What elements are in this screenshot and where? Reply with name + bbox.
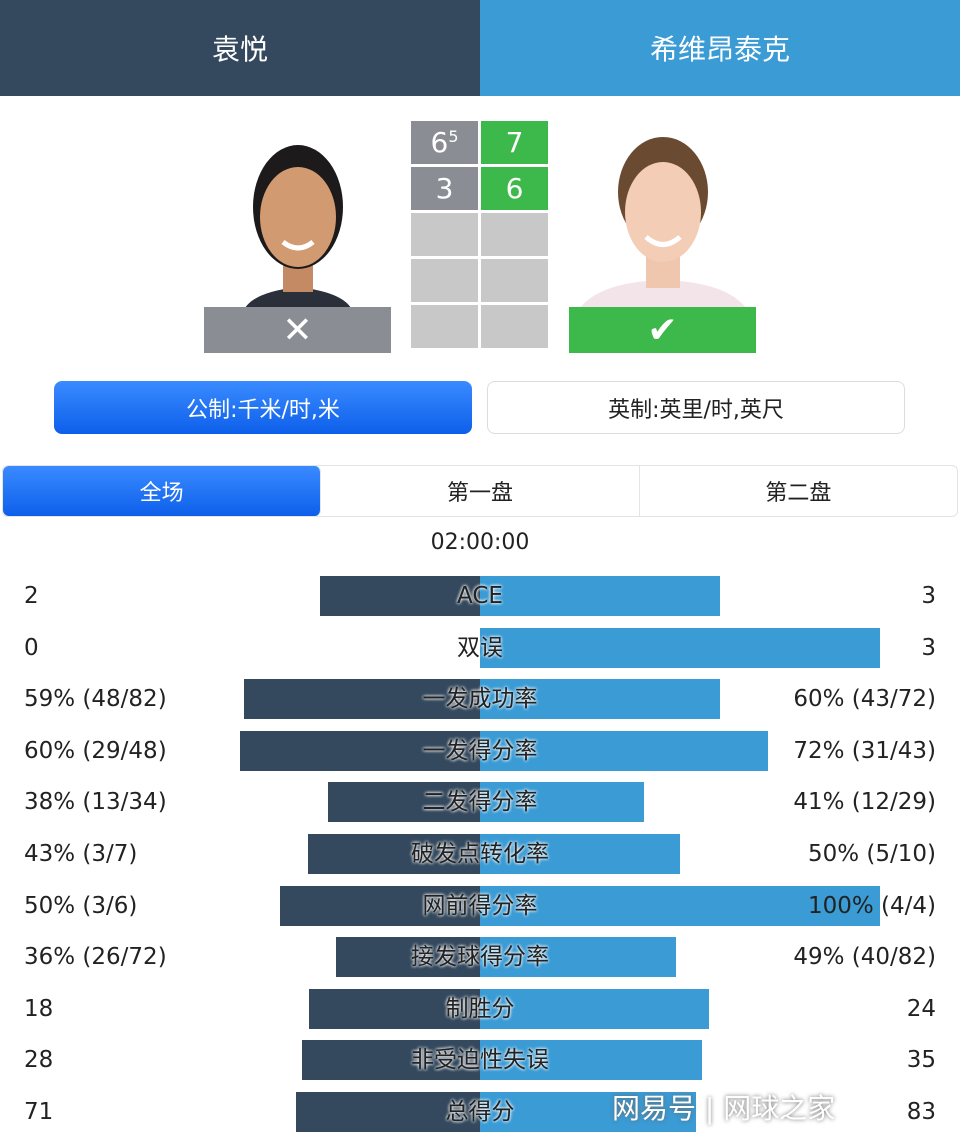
right-bar xyxy=(480,627,880,668)
stat-label: 一发成功率 xyxy=(422,686,538,713)
stat-row: 双误 0 3 xyxy=(0,624,960,675)
right-value: 41% (12/29) xyxy=(793,789,936,816)
right-value: 50% (5/10) xyxy=(807,841,936,867)
stat-row: 总得分 71 83 xyxy=(0,1088,960,1139)
empty-set-cell xyxy=(481,305,548,348)
stat-label: 双误 xyxy=(457,634,503,661)
stat-row: 制胜分 18 24 xyxy=(0,985,960,1036)
right-bar xyxy=(480,1040,703,1081)
set-2-right-score: 6 xyxy=(481,167,548,210)
empty-set-cell xyxy=(411,259,478,302)
stat-label: 一发得分率 xyxy=(422,737,538,764)
right-value: 60% (43/72) xyxy=(793,686,936,713)
tab-set-2[interactable]: 第二盘 xyxy=(765,481,832,506)
stat-row: 一发得分率 60% (29/48) 72% (31/43) xyxy=(0,727,960,778)
set-score: 6 xyxy=(430,126,449,159)
stat-row: 破发点转化率 43% (3/7) 50% (5/10) xyxy=(0,830,960,881)
left-bar xyxy=(240,730,480,771)
set-2-row: 3 6 xyxy=(411,167,549,210)
left-value: 28 xyxy=(24,1047,54,1074)
left-value: 59% (48/82) xyxy=(24,686,167,713)
right-bar xyxy=(480,937,676,978)
stat-label: 接发球得分率 xyxy=(411,944,549,971)
player-right-header: 希维昂泰克 xyxy=(480,0,960,96)
right-value: 83 xyxy=(906,1099,936,1125)
right-bar xyxy=(480,782,644,823)
left-value: 60% (29/48) xyxy=(24,737,167,764)
set-2-left-score: 3 xyxy=(411,167,478,210)
left-value: 71 xyxy=(24,1099,54,1125)
empty-set-cell xyxy=(481,259,548,302)
left-bar xyxy=(244,679,480,720)
imperial-units-button[interactable]: 英制:英里/时,英尺 xyxy=(487,381,905,434)
win-check-icon: ✔ xyxy=(569,307,756,353)
tab-set-1[interactable]: 第一盘 xyxy=(321,466,640,516)
right-value: 100% (4/4) xyxy=(807,892,936,919)
stat-label: 破发点转化率 xyxy=(411,841,549,867)
right-value: 3 xyxy=(921,583,936,609)
match-duration: 02:00:00 xyxy=(430,530,530,555)
player-right-photo xyxy=(570,122,756,308)
left-value: 43% (3/7) xyxy=(24,841,138,867)
stat-row: 接发球得分率 36% (26/72) 49% (40/82) xyxy=(0,933,960,984)
right-value: 3 xyxy=(921,634,936,661)
empty-set-row xyxy=(411,305,549,348)
right-value: 35 xyxy=(906,1047,936,1074)
left-value: 0 xyxy=(24,634,39,661)
stat-label: 制胜分 xyxy=(445,995,515,1022)
left-bar xyxy=(320,576,480,616)
stat-row: 非受迫性失误 28 35 xyxy=(0,1036,960,1087)
left-value: 38% (13/34) xyxy=(24,789,167,816)
metric-units-button[interactable]: 公制:千米/时,米 xyxy=(54,381,472,434)
right-value: 72% (31/43) xyxy=(793,737,936,764)
left-value: 36% (26/72) xyxy=(24,944,167,971)
stat-row: 二发得分率 38% (13/34) 41% (12/29) xyxy=(0,778,960,829)
loss-icon: ✕ xyxy=(204,307,391,353)
stat-row: 网前得分率 50% (3/6) 100% (4/4) xyxy=(0,882,960,933)
player-left-photo xyxy=(205,122,391,308)
stat-row: ACE 2 3 xyxy=(0,572,960,623)
tab-full-match[interactable]: 全场 xyxy=(3,466,322,516)
right-bar xyxy=(480,730,768,771)
right-value: 49% (40/82) xyxy=(793,944,936,971)
left-bar xyxy=(295,1092,480,1132)
left-value: 50% (3/6) xyxy=(24,892,138,919)
right-bar xyxy=(480,885,880,926)
stat-label: 非受迫性失误 xyxy=(411,1047,549,1074)
empty-set-cell xyxy=(411,305,478,348)
stat-label: 二发得分率 xyxy=(422,789,538,816)
right-bar xyxy=(480,576,720,616)
tiebreak-score: 5 xyxy=(448,127,459,146)
player-left-header: 袁悦 xyxy=(0,0,480,96)
right-bar xyxy=(480,988,709,1029)
left-value: 2 xyxy=(24,583,39,609)
period-tabs: 全场 第一盘 第二盘 xyxy=(2,465,958,517)
right-bar xyxy=(480,679,720,720)
empty-set-row xyxy=(411,213,549,256)
empty-set-cell xyxy=(411,213,478,256)
left-bar xyxy=(328,782,480,823)
stat-label: ACE xyxy=(457,583,503,609)
left-bar xyxy=(308,988,480,1029)
empty-set-cell xyxy=(481,213,548,256)
stat-row: 一发成功率 59% (48/82) 60% (43/72) xyxy=(0,675,960,726)
right-bar xyxy=(480,1092,696,1132)
left-bar xyxy=(302,1040,480,1081)
stat-label: 网前得分率 xyxy=(422,892,538,919)
left-bar xyxy=(280,885,480,926)
right-value: 24 xyxy=(906,995,936,1022)
watermark: 网易号 | 网球之家 xyxy=(612,1092,836,1125)
left-value: 18 xyxy=(24,995,54,1022)
set-1-right-score: 7 xyxy=(481,121,548,164)
empty-set-row xyxy=(411,259,549,302)
right-bar xyxy=(480,834,680,874)
stat-label: 总得分 xyxy=(445,1099,515,1125)
left-bar xyxy=(308,834,480,874)
left-bar xyxy=(336,937,480,978)
